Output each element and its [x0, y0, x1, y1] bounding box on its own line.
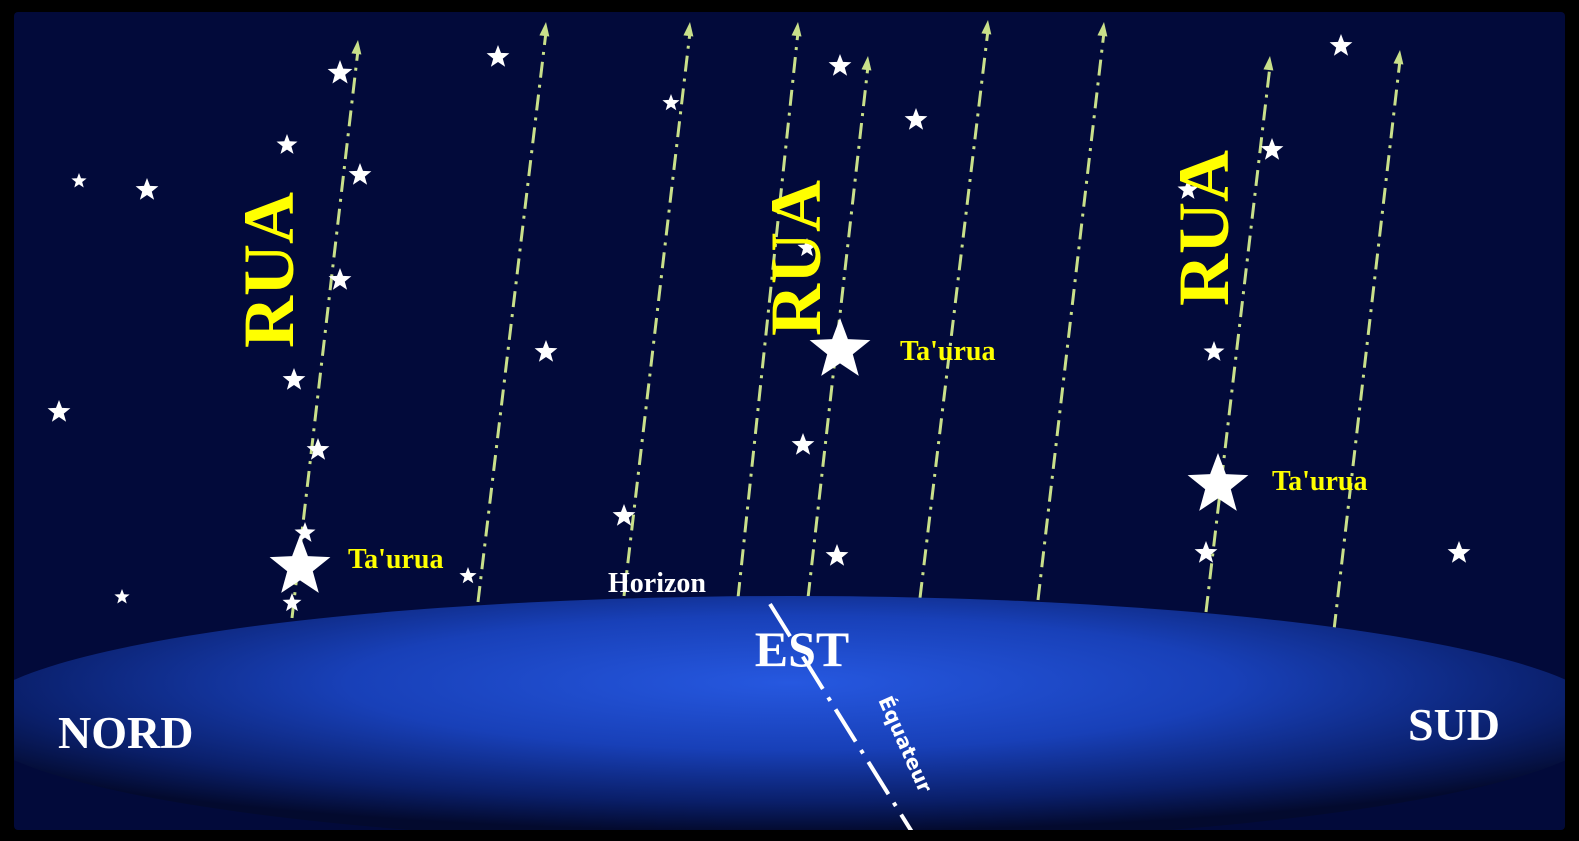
south-label: SUD: [1408, 699, 1500, 750]
taurua-label-3: Ta'urua: [1272, 466, 1367, 497]
stars: [47, 34, 1471, 612]
star-icon: [1447, 541, 1471, 563]
star-icon: [306, 438, 330, 460]
star-icon: [1203, 341, 1225, 361]
star-icon: [1260, 138, 1284, 160]
arrow-up-icon: [683, 22, 694, 37]
taurua-label-2: Ta'urua: [900, 336, 995, 367]
east-label: EST: [755, 621, 850, 677]
arrow-up-icon: [1393, 50, 1404, 65]
star-icon: [282, 368, 306, 390]
horizon-label: Horizon: [608, 568, 706, 599]
star-icon: [1194, 541, 1218, 563]
arrow-up-icon: [351, 40, 362, 55]
star-icon: [47, 400, 71, 422]
star-path-line: [290, 49, 360, 619]
star-icon: [828, 54, 852, 76]
star-path-line: [622, 31, 692, 597]
arrow-up-icon: [1263, 56, 1274, 71]
star-icon: [294, 522, 316, 542]
star-path-line: [736, 31, 800, 599]
star-icon: [135, 178, 159, 200]
star-icon: [534, 340, 558, 362]
star-path-line: [1204, 65, 1272, 613]
star-icon: [282, 593, 302, 612]
star-icon: [486, 45, 510, 67]
star-icon: [612, 504, 636, 526]
arrow-up-icon: [861, 56, 872, 71]
star-icon: [791, 433, 815, 455]
star-icon: [348, 163, 372, 185]
star-icon: [797, 238, 817, 257]
star-path-line: [918, 29, 990, 599]
star-icon: [1187, 453, 1249, 511]
star-icon: [459, 567, 477, 584]
star-icon: [662, 94, 680, 111]
arrow-up-icon: [539, 22, 550, 37]
star-icon: [904, 108, 928, 130]
north-label: NORD: [58, 707, 193, 758]
star-icon: [328, 268, 352, 290]
rua-label-3: RUA: [1164, 150, 1244, 306]
arrow-up-icon: [791, 22, 802, 37]
arrow-up-icon: [981, 20, 992, 35]
arrow-up-icon: [1097, 22, 1108, 37]
star-path-line: [476, 31, 548, 603]
star-icon: [1329, 34, 1353, 56]
star-icon: [276, 134, 298, 154]
star-icon: [71, 173, 87, 188]
rua-label-2: RUA: [756, 180, 836, 336]
rua-label-1: RUA: [229, 192, 309, 348]
star-icon: [825, 544, 849, 566]
star-icon: [809, 318, 871, 376]
star-icon: [269, 535, 331, 593]
star-icon: [327, 60, 353, 84]
ground-horizon: [14, 596, 1565, 830]
star-icon: [1177, 179, 1199, 199]
star-path-line: [1036, 31, 1106, 601]
equator-line: [768, 602, 914, 830]
star-icon: [114, 589, 130, 604]
taurua-label-1: Ta'urua: [348, 544, 443, 575]
